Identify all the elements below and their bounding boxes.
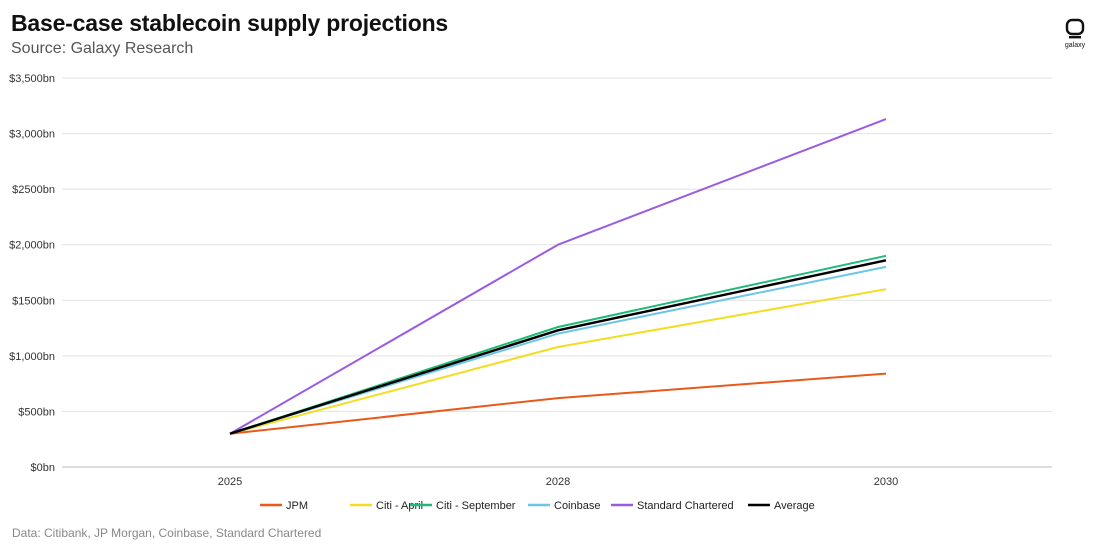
logo-text: galaxy xyxy=(1064,42,1086,49)
legend-label: Standard Chartered xyxy=(637,500,734,512)
legend-label: Coinbase xyxy=(554,500,600,512)
x-axis-ticks: 2025 2028 2030 xyxy=(218,476,898,488)
galaxy-logo: galaxy xyxy=(1058,18,1092,49)
legend-label: JPM xyxy=(286,500,308,512)
legend-label: Citi - September xyxy=(436,500,516,512)
y-tick-label: $3,000bn xyxy=(9,129,55,141)
data-source-footnote: Data: Citibank, JP Morgan, Coinbase, Sta… xyxy=(12,526,322,540)
series-line-average xyxy=(229,259,887,435)
grid-lines xyxy=(62,77,1052,468)
series-line-jpm xyxy=(229,372,887,435)
y-tick-label: $3,500bn xyxy=(9,73,55,85)
chart-title: Base-case stablecoin supply projections xyxy=(11,10,449,36)
y-tick-label: $0bn xyxy=(31,462,55,474)
y-tick-label: $1500bn xyxy=(12,295,55,307)
y-tick-label: $1,000bn xyxy=(9,351,55,363)
y-tick-label: $500bn xyxy=(18,406,55,418)
legend-label: Average xyxy=(774,500,815,512)
series-lines xyxy=(229,118,887,435)
series-line-citi-april xyxy=(229,288,887,435)
y-axis-ticks: $0bn $500bn $1,000bn $1500bn $2,000bn $2500bn… xyxy=(9,73,55,474)
legend: JPM Citi - April Citi - September Coinbase S… xyxy=(260,500,815,512)
series-line-standard-chartered xyxy=(229,118,887,435)
legend-label: Citi - April xyxy=(376,500,423,512)
x-tick-label: 2030 xyxy=(874,476,898,488)
y-tick-label: $2,000bn xyxy=(9,240,55,252)
y-tick-label: $2500bn xyxy=(12,184,55,196)
x-tick-label: 2028 xyxy=(546,476,570,488)
chart-subtitle: Source: Galaxy Research xyxy=(11,40,194,57)
x-tick-label: 2025 xyxy=(218,476,242,488)
galaxy-logo-icon xyxy=(1065,18,1085,39)
